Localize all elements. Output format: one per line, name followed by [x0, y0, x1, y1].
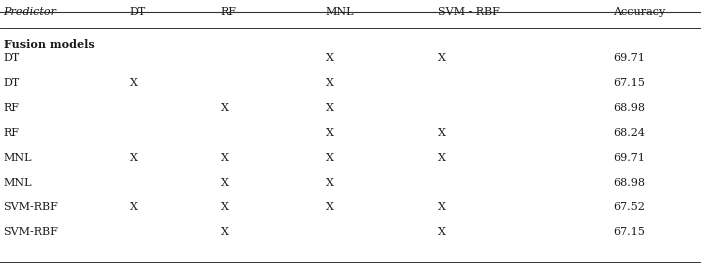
- Text: DT: DT: [4, 53, 20, 63]
- Text: X: X: [221, 227, 229, 237]
- Text: DT: DT: [4, 78, 20, 88]
- Text: MNL: MNL: [326, 7, 355, 17]
- Text: X: X: [130, 153, 137, 163]
- Text: X: X: [326, 202, 334, 212]
- Text: X: X: [326, 128, 334, 138]
- Text: X: X: [326, 153, 334, 163]
- Text: X: X: [438, 227, 446, 237]
- Text: 68.98: 68.98: [613, 103, 646, 113]
- Text: SVM-RBF: SVM-RBF: [4, 202, 58, 212]
- Text: Accuracy: Accuracy: [613, 7, 666, 17]
- Text: X: X: [438, 128, 446, 138]
- Text: 68.24: 68.24: [613, 128, 646, 138]
- Text: Fusion models: Fusion models: [4, 39, 94, 50]
- Text: X: X: [221, 103, 229, 113]
- Text: X: X: [326, 103, 334, 113]
- Text: X: X: [221, 178, 229, 187]
- Text: 67.15: 67.15: [613, 78, 645, 88]
- Text: X: X: [438, 202, 446, 212]
- Text: 68.98: 68.98: [613, 178, 646, 187]
- Text: RF: RF: [4, 128, 20, 138]
- Text: RF: RF: [4, 103, 20, 113]
- Text: X: X: [130, 202, 137, 212]
- Text: MNL: MNL: [4, 178, 32, 187]
- Text: 67.52: 67.52: [613, 202, 645, 212]
- Text: X: X: [326, 53, 334, 63]
- Text: 69.71: 69.71: [613, 53, 645, 63]
- Text: SVM - RBF: SVM - RBF: [438, 7, 500, 17]
- Text: X: X: [326, 178, 334, 187]
- Text: Predictor: Predictor: [4, 7, 57, 17]
- Text: X: X: [221, 153, 229, 163]
- Text: DT: DT: [130, 7, 146, 17]
- Text: 67.15: 67.15: [613, 227, 645, 237]
- Text: 69.71: 69.71: [613, 153, 645, 163]
- Text: X: X: [130, 78, 137, 88]
- Text: RF: RF: [221, 7, 237, 17]
- Text: X: X: [326, 78, 334, 88]
- Text: X: X: [438, 53, 446, 63]
- Text: X: X: [438, 153, 446, 163]
- Text: MNL: MNL: [4, 153, 32, 163]
- Text: SVM-RBF: SVM-RBF: [4, 227, 58, 237]
- Text: X: X: [221, 202, 229, 212]
